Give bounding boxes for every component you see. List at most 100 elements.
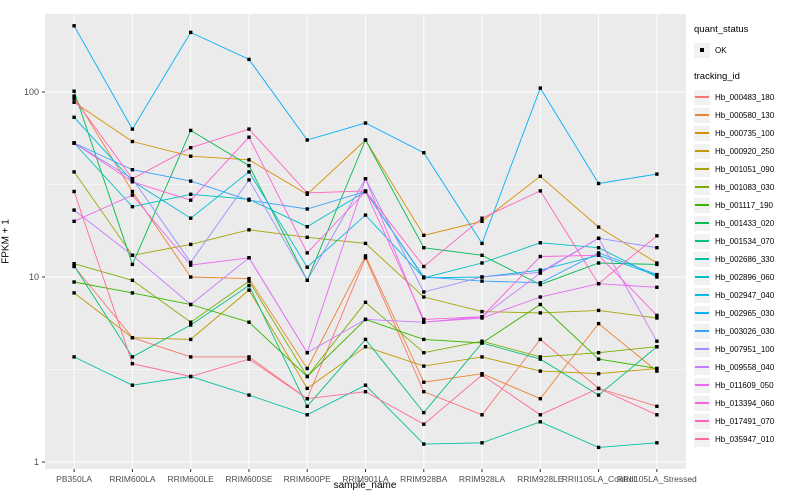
legend-item-label: Hb_002947_040 <box>715 290 775 300</box>
legend-key-swatch <box>694 107 710 123</box>
legend-item-label: Hb_009558_040 <box>715 362 775 372</box>
legend-item-ok: OK <box>694 41 798 59</box>
data-point <box>72 170 76 174</box>
data-point <box>422 320 426 324</box>
data-point <box>655 272 659 277</box>
data-point <box>538 174 542 178</box>
data-point <box>422 380 426 384</box>
x-tick-label: RRIM928LA <box>459 474 506 484</box>
data-point <box>305 251 309 255</box>
legend-item-label: Hb_002686_330 <box>715 254 775 264</box>
data-point <box>247 158 251 162</box>
data-point <box>72 189 76 194</box>
x-tick-label: RRIM600PE <box>284 474 332 484</box>
series-color-line-icon <box>695 420 709 422</box>
data-point <box>596 181 601 186</box>
legend-key-swatch <box>694 125 710 141</box>
data-point <box>363 345 368 349</box>
data-point <box>655 262 659 267</box>
data-point <box>72 100 76 104</box>
data-point <box>538 254 542 259</box>
legend-key-swatch <box>694 341 710 357</box>
data-point <box>655 285 659 289</box>
legend-item-label: Hb_000483_180 <box>715 92 775 102</box>
legend-item-label: Hb_017491_070 <box>715 416 775 426</box>
data-point <box>422 275 426 279</box>
data-point <box>130 383 135 387</box>
data-point <box>363 390 368 394</box>
legend-item-Hb_001051_090: Hb_001051_090 <box>694 160 798 178</box>
data-point <box>130 291 135 295</box>
data-point <box>538 282 542 287</box>
legend-item-Hb_007951_100: Hb_007951_100 <box>694 340 798 358</box>
legend: quant_status OK tracking_id Hb_000483_18… <box>694 24 798 460</box>
data-point <box>72 94 76 98</box>
data-point <box>305 374 309 379</box>
data-point <box>247 288 251 292</box>
legend-key-swatch <box>694 179 710 195</box>
legend-item-Hb_011609_050: Hb_011609_050 <box>694 376 798 394</box>
data-point <box>655 313 659 318</box>
data-point <box>480 261 484 265</box>
data-point <box>480 279 484 283</box>
x-tick-label: RRIM928LE <box>517 474 564 484</box>
legend-item-label: Hb_035947_010 <box>715 434 775 444</box>
data-point <box>189 260 193 265</box>
x-tick-label: RRIM928BA <box>400 474 448 484</box>
x-tick-label: RRII105LA_Control <box>562 474 636 484</box>
series-color-line-icon <box>695 168 709 170</box>
legend-item-label: Hb_003026_030 <box>715 326 775 336</box>
data-point <box>363 383 368 387</box>
legend-item-Hb_002686_330: Hb_002686_330 <box>694 250 798 268</box>
data-point <box>247 178 251 182</box>
x-tick-label: RRIM600SE <box>225 474 273 484</box>
data-point <box>596 236 601 240</box>
data-point <box>422 442 426 446</box>
data-point <box>189 323 193 327</box>
legend-item-Hb_013394_060: Hb_013394_060 <box>694 394 798 412</box>
legend-key-swatch <box>694 89 710 105</box>
legend-key-swatch <box>694 251 710 267</box>
data-point <box>72 89 76 93</box>
data-point <box>130 177 135 181</box>
data-point <box>72 141 76 145</box>
x-tick-label: PB350LA <box>56 474 92 484</box>
legend-quant-status: quant_status OK <box>694 24 798 59</box>
data-point <box>422 295 426 299</box>
black-square-icon <box>700 48 704 52</box>
data-point <box>189 30 193 35</box>
data-point <box>480 413 484 417</box>
data-point <box>655 404 659 408</box>
data-point <box>480 275 484 279</box>
data-point <box>305 386 309 391</box>
legend-item-label: Hb_002896_060 <box>715 272 775 282</box>
data-point <box>655 246 659 250</box>
series-color-line-icon <box>695 240 709 242</box>
data-point <box>422 246 426 250</box>
data-point <box>130 168 135 172</box>
series-color-line-icon <box>695 204 709 206</box>
data-point <box>538 189 542 193</box>
data-point <box>538 420 542 424</box>
data-point <box>72 355 76 359</box>
data-point <box>363 300 368 304</box>
y-tick-label: 100 <box>24 87 39 97</box>
data-point <box>189 146 193 150</box>
series-color-line-icon <box>695 114 709 116</box>
data-point <box>538 311 542 315</box>
data-point <box>72 208 76 212</box>
data-point <box>363 317 368 322</box>
data-point <box>596 372 601 376</box>
data-point <box>538 295 542 299</box>
data-point <box>655 413 659 417</box>
data-point <box>247 127 251 131</box>
legend-tracking-id: tracking_id Hb_000483_180 Hb_000580_130 Hb… <box>694 71 798 448</box>
data-point <box>189 128 193 133</box>
data-point <box>305 265 309 269</box>
legend-key-swatch <box>694 359 710 375</box>
legend-tracking-items: Hb_000483_180 Hb_000580_130 Hb_000735_100 H… <box>694 88 798 448</box>
legend-item-Hb_017491_070: Hb_017491_070 <box>694 412 798 430</box>
series-color-line-icon <box>695 294 709 296</box>
data-point <box>247 256 251 260</box>
